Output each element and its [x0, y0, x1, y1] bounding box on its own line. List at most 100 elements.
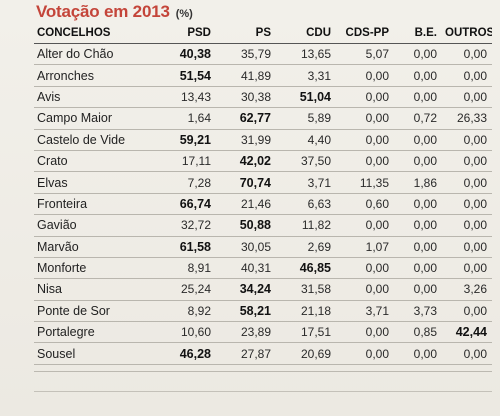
vote-share-outros: 0,00 — [442, 257, 492, 280]
vote-share-cds-pp: 0,00 — [336, 107, 394, 130]
municipality-name: Avis — [34, 86, 159, 109]
vote-share-cds-pp: 0,00 — [336, 257, 394, 280]
vote-share-outros: 0,00 — [442, 86, 492, 109]
vote-share-ps: 35,79 — [216, 43, 276, 66]
table-row: Avis 13,43 30,38 51,04 0,00 0,00 0,00 — [34, 86, 492, 109]
column-header-ps: PS — [216, 24, 276, 44]
table-row: Monforte 8,91 40,31 46,85 0,00 0,00 0,00 — [34, 257, 492, 280]
vote-share-outros: 0,00 — [442, 236, 492, 258]
table-row: Gavião 32,72 50,88 11,82 0,00 0,00 0,00 — [34, 214, 492, 237]
table-row: Castelo de Vide 59,21 31,99 4,40 0,00 0,00 0,0… — [34, 129, 492, 151]
vote-share-cds-pp: 1,07 — [336, 236, 394, 258]
table-row: Crato 17,11 42,02 37,50 0,00 0,00 0,00 — [34, 150, 492, 173]
table-row: Arronches 51,54 41,89 3,31 0,00 0,00 0,00 — [34, 64, 492, 87]
vote-share-cdu: 13,65 — [276, 43, 336, 66]
vote-share-cds-pp: 0,00 — [336, 321, 394, 344]
vote-share-b-e-: 0,72 — [394, 107, 442, 130]
vote-share-cdu: 46,85 — [276, 257, 336, 280]
vote-share-b-e-: 0,00 — [394, 193, 442, 216]
municipality-name: Sousel — [34, 342, 159, 365]
vote-share-psd: 1,64 — [159, 107, 216, 130]
municipality-name: Elvas — [34, 171, 159, 194]
empty-row-rule-2 — [34, 391, 492, 392]
vote-share-b-e-: 1,86 — [394, 171, 442, 194]
column-header-cds-pp: CDS-PP — [336, 24, 394, 44]
vote-share-cds-pp: 0,00 — [336, 214, 394, 237]
column-header-concelhos: CONCELHOS — [34, 24, 159, 44]
vote-share-b-e-: 0,85 — [394, 321, 442, 344]
column-header-b-e-: B.E. — [394, 24, 442, 44]
vote-share-cds-pp: 0,00 — [336, 150, 394, 173]
vote-share-cdu: 2,69 — [276, 236, 336, 258]
vote-share-psd: 17,11 — [159, 150, 216, 173]
table-body: Alter do Chão 40,38 35,79 13,65 5,07 0,00 0,00… — [34, 43, 492, 365]
vote-share-psd: 61,58 — [159, 236, 216, 258]
vote-share-outros: 3,26 — [442, 278, 492, 301]
column-header-psd: PSD — [159, 24, 216, 44]
municipality-name: Fronteira — [34, 193, 159, 216]
vote-share-ps: 34,24 — [216, 278, 276, 301]
vote-share-b-e-: 3,73 — [394, 300, 442, 323]
vote-share-cds-pp: 11,35 — [336, 171, 394, 194]
table-row: Portalegre 10,60 23,89 17,51 0,00 0,85 42,44 — [34, 321, 492, 344]
vote-share-b-e-: 0,00 — [394, 278, 442, 301]
municipality-name: Ponte de Sor — [34, 300, 159, 323]
vote-share-b-e-: 0,00 — [394, 64, 442, 87]
vote-share-cds-pp: 0,00 — [336, 278, 394, 301]
table-row: Nisa 25,24 34,24 31,58 0,00 0,00 3,26 — [34, 278, 492, 301]
table-row: Campo Maior 1,64 62,77 5,89 0,00 0,72 26,33 — [34, 107, 492, 130]
municipality-name: Alter do Chão — [34, 43, 159, 66]
vote-share-b-e-: 0,00 — [394, 257, 442, 280]
vote-share-outros: 0,00 — [442, 129, 492, 151]
vote-share-cds-pp: 3,71 — [336, 300, 394, 323]
municipality-name: Marvão — [34, 236, 159, 258]
vote-share-psd: 51,54 — [159, 64, 216, 87]
municipality-name: Portalegre — [34, 321, 159, 344]
vote-share-cdu: 6,63 — [276, 193, 336, 216]
table-row: Elvas 7,28 70,74 3,71 11,35 1,86 0,00 — [34, 171, 492, 194]
table-unit: (%) — [175, 8, 193, 20]
vote-share-psd: 13,43 — [159, 86, 216, 109]
vote-share-psd: 8,91 — [159, 257, 216, 280]
vote-share-cdu: 31,58 — [276, 278, 336, 301]
municipality-name: Castelo de Vide — [34, 129, 159, 151]
vote-share-psd: 32,72 — [159, 214, 216, 237]
vote-share-cdu: 51,04 — [276, 86, 336, 109]
vote-share-cds-pp: 0,00 — [336, 86, 394, 109]
municipality-name: Nisa — [34, 278, 159, 301]
table-heading: Votação em 2013 (%) — [36, 2, 193, 24]
vote-share-psd: 10,60 — [159, 321, 216, 344]
municipality-name: Gavião — [34, 214, 159, 237]
municipality-name: Monforte — [34, 257, 159, 280]
vote-share-ps: 40,31 — [216, 257, 276, 280]
municipality-name: Arronches — [34, 64, 159, 87]
vote-share-cdu: 20,69 — [276, 342, 336, 365]
vote-share-b-e-: 0,00 — [394, 129, 442, 151]
vote-share-psd: 59,21 — [159, 129, 216, 151]
vote-share-ps: 42,02 — [216, 150, 276, 173]
table-row: Alter do Chão 40,38 35,79 13,65 5,07 0,00 0,00 — [34, 43, 492, 66]
vote-share-psd: 40,38 — [159, 43, 216, 66]
vote-share-outros: 42,44 — [442, 321, 492, 344]
municipality-name: Campo Maior — [34, 107, 159, 130]
table-row: Sousel 46,28 27,87 20,69 0,00 0,00 0,00 — [34, 342, 492, 365]
vote-share-psd: 66,74 — [159, 193, 216, 216]
vote-share-outros: 0,00 — [442, 171, 492, 194]
vote-share-ps: 41,89 — [216, 64, 276, 87]
vote-share-cds-pp: 0,00 — [336, 64, 394, 87]
vote-share-ps: 27,87 — [216, 342, 276, 365]
vote-share-cds-pp: 0,60 — [336, 193, 394, 216]
vote-share-ps: 30,05 — [216, 236, 276, 258]
vote-share-ps: 31,99 — [216, 129, 276, 151]
vote-share-psd: 8,92 — [159, 300, 216, 323]
vote-share-ps: 23,89 — [216, 321, 276, 344]
empty-row-rule — [34, 371, 492, 372]
column-header-outros: OUTROS — [442, 24, 492, 44]
vote-share-cdu: 21,18 — [276, 300, 336, 323]
vote-share-b-e-: 0,00 — [394, 43, 442, 66]
vote-share-ps: 50,88 — [216, 214, 276, 237]
vote-share-psd: 7,28 — [159, 171, 216, 194]
vote-share-b-e-: 0,00 — [394, 214, 442, 237]
vote-share-ps: 30,38 — [216, 86, 276, 109]
table-row: Ponte de Sor 8,92 58,21 21,18 3,71 3,73 0,00 — [34, 300, 492, 323]
